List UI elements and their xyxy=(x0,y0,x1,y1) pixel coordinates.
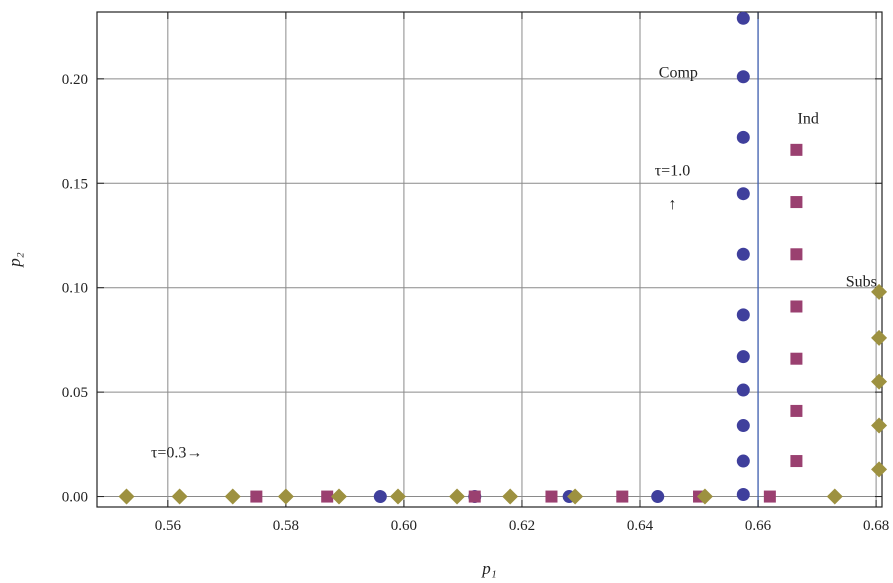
annotation-label: Subs xyxy=(846,273,877,290)
point-square xyxy=(468,490,481,503)
point-circle xyxy=(736,350,750,364)
point-diamond xyxy=(871,373,888,390)
point-circle xyxy=(736,130,750,144)
point-square xyxy=(763,490,776,503)
point-circle xyxy=(736,308,750,322)
point-diamond xyxy=(871,461,888,478)
point-circle xyxy=(736,70,750,84)
point-diamond xyxy=(502,488,519,505)
point-square xyxy=(790,352,803,365)
point-diamond xyxy=(277,488,294,505)
point-circle xyxy=(736,11,750,25)
x-tick-label: 0.64 xyxy=(627,518,654,534)
point-diamond xyxy=(224,488,241,505)
point-diamond xyxy=(449,488,466,505)
data-points xyxy=(118,11,888,505)
point-diamond xyxy=(826,488,843,505)
annotation-label: τ=1.0 xyxy=(655,163,690,180)
point-square xyxy=(790,248,803,261)
annotations: Comp Ind Subs τ=1.0 ↑ τ=0.3→ xyxy=(151,65,877,462)
y-tick-label: 0.10 xyxy=(62,281,88,297)
x-axis-label: p₁ xyxy=(481,559,496,578)
point-circle xyxy=(373,490,387,504)
point-square xyxy=(790,196,803,209)
y-tick-label: 0.20 xyxy=(62,72,88,88)
annotation-label: Comp xyxy=(659,65,698,82)
point-circle xyxy=(736,383,750,397)
point-square xyxy=(616,490,629,503)
annotation-label: Ind xyxy=(798,111,819,128)
x-tick-label: 0.58 xyxy=(273,518,299,534)
x-tick-label: 0.66 xyxy=(745,518,772,534)
point-circle xyxy=(736,419,750,433)
annotation-label: ↑ xyxy=(668,196,676,213)
point-diamond xyxy=(118,488,135,505)
x-tick-label: 0.56 xyxy=(155,518,182,534)
point-circle xyxy=(651,490,665,504)
plot-frame xyxy=(96,11,883,508)
x-tick-label: 0.68 xyxy=(863,518,889,534)
y-tick-label: 0.00 xyxy=(62,490,88,506)
point-circle xyxy=(736,487,750,501)
x-tick-label: 0.60 xyxy=(391,518,417,534)
point-diamond xyxy=(567,488,584,505)
annotation-label: τ=0.3→ xyxy=(151,445,202,462)
point-circle xyxy=(736,454,750,468)
point-circle xyxy=(736,187,750,201)
point-square xyxy=(790,300,803,313)
point-square xyxy=(790,455,803,468)
point-square xyxy=(545,490,558,503)
point-diamond xyxy=(871,417,888,434)
point-diamond xyxy=(390,488,407,505)
point-square xyxy=(790,404,803,417)
y-tick-label: 0.15 xyxy=(62,176,88,192)
point-diamond xyxy=(871,283,888,300)
point-diamond xyxy=(696,488,713,505)
point-square xyxy=(321,490,334,503)
y-axis-label: p₂ xyxy=(5,252,24,268)
point-square xyxy=(790,143,803,156)
point-diamond xyxy=(171,488,188,505)
x-axis-ticks: 0.56 0.58 0.60 0.62 0.64 0.66 0.68 xyxy=(155,12,889,534)
point-diamond xyxy=(871,329,888,346)
point-circle xyxy=(736,247,750,261)
grid-lines xyxy=(97,12,882,507)
x-tick-label: 0.62 xyxy=(509,518,535,534)
y-tick-label: 0.05 xyxy=(62,385,88,401)
point-square xyxy=(250,490,263,503)
y-axis-ticks: 0.00 0.05 0.10 0.15 0.20 xyxy=(62,72,882,506)
point-diamond xyxy=(330,488,347,505)
